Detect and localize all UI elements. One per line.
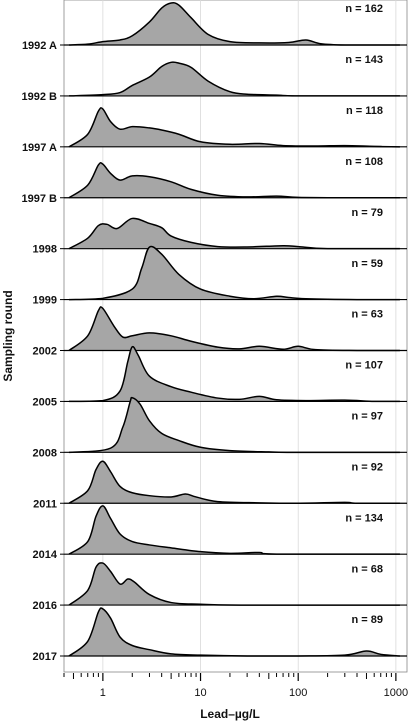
y-axis: 1992 A 1992 B 1997 A 1997 B 1998 1999 2002 2005… bbox=[22, 40, 64, 663]
y-tick-label: 1992 A bbox=[22, 40, 57, 52]
y-tick-label: 2011 bbox=[33, 498, 57, 510]
ridge-fill bbox=[68, 2, 400, 46]
y-tick-label: 2016 bbox=[33, 600, 57, 612]
n-label: n = 59 bbox=[352, 258, 384, 270]
n-label: n = 108 bbox=[345, 156, 383, 168]
y-tick-label: 2008 bbox=[33, 447, 57, 459]
y-tick-label: 1992 B bbox=[22, 91, 58, 103]
ridge-line bbox=[68, 61, 400, 97]
ridge-fill bbox=[68, 162, 400, 198]
x-axis: 1 10 100 1000 bbox=[63, 673, 408, 699]
y-tick-label: 1999 bbox=[33, 295, 57, 307]
n-label: n = 92 bbox=[352, 461, 384, 473]
ridge-line bbox=[68, 505, 400, 555]
ridge-fill bbox=[68, 246, 400, 300]
x-axis-title: Lead–µg/L bbox=[200, 707, 260, 721]
n-label: n = 107 bbox=[345, 360, 383, 372]
ridge-fill bbox=[68, 218, 400, 249]
x-tick-label: 100 bbox=[289, 687, 307, 699]
y-tick-label: 2002 bbox=[33, 346, 57, 358]
n-label: n = 79 bbox=[352, 207, 384, 219]
n-label: n = 89 bbox=[352, 614, 384, 626]
y-axis-title: Sampling round bbox=[1, 290, 15, 381]
ridge-line bbox=[68, 161, 400, 199]
ridge-fill bbox=[68, 397, 400, 453]
x-tick-label: 1000 bbox=[384, 687, 408, 699]
ridge-line bbox=[68, 607, 400, 657]
ridge-line bbox=[68, 107, 400, 148]
ridges: n = 162 n = 143 n = 118 n = 108 n = 79 n = 59… bbox=[64, 2, 407, 657]
n-label: n = 134 bbox=[345, 512, 383, 524]
ridge-fill bbox=[68, 505, 400, 555]
y-tick-label: 1998 bbox=[33, 244, 57, 256]
y-tick-label: 1997 B bbox=[22, 193, 58, 205]
ridge-line bbox=[68, 345, 400, 403]
y-tick-label: 2017 bbox=[33, 651, 57, 663]
n-label: n = 97 bbox=[352, 411, 384, 423]
ridge-fill bbox=[68, 562, 400, 606]
ridge-fill bbox=[68, 107, 400, 147]
y-tick-label: 2014 bbox=[33, 549, 58, 561]
ridge-fill bbox=[68, 461, 400, 504]
x-tick-label: 1 bbox=[100, 687, 106, 699]
ridge-fill bbox=[68, 62, 400, 96]
ridge-line bbox=[68, 306, 400, 352]
ridge-line bbox=[68, 245, 400, 301]
y-tick-label: 2005 bbox=[33, 396, 57, 408]
ridge-line bbox=[68, 2, 400, 46]
n-label: n = 162 bbox=[345, 3, 383, 15]
ridge-line bbox=[68, 217, 400, 250]
n-label: n = 143 bbox=[345, 54, 383, 66]
ridge-fill bbox=[68, 306, 400, 351]
n-label: n = 68 bbox=[352, 563, 384, 575]
y-tick-label: 1997 A bbox=[22, 142, 57, 154]
n-label: n = 118 bbox=[346, 105, 383, 117]
x-tick-label: 10 bbox=[194, 687, 206, 699]
ridge-fill bbox=[68, 346, 400, 402]
n-label: n = 63 bbox=[352, 309, 384, 321]
